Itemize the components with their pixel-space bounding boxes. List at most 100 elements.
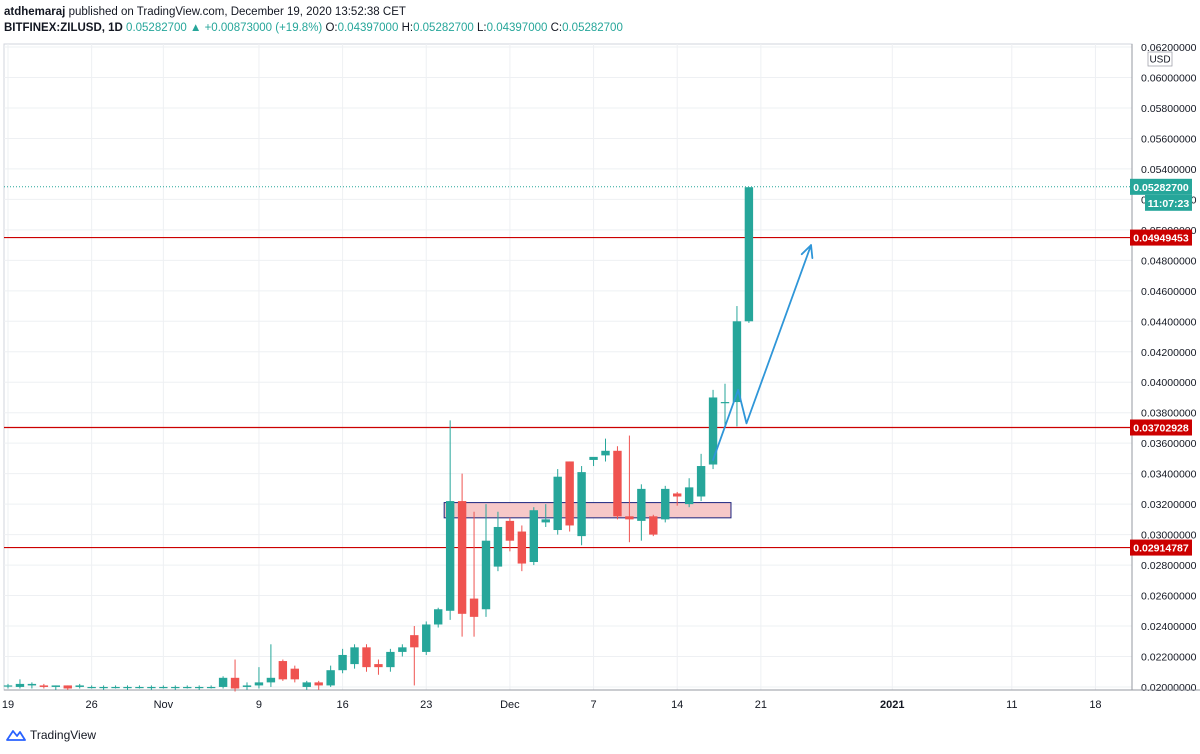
candle-body: [613, 450, 622, 517]
y-tick-label: 0.06200000: [1141, 42, 1197, 54]
candle: [529, 507, 538, 566]
projection-arrowhead: [800, 244, 814, 259]
candle-body: [505, 520, 515, 541]
candle: [637, 484, 646, 541]
candle: [206, 685, 216, 689]
candle-body: [637, 488, 646, 521]
candle-body: [422, 624, 431, 652]
candle: [159, 685, 168, 689]
candle-body: [493, 526, 503, 567]
candle-body: [87, 686, 96, 689]
candle: [732, 306, 742, 427]
candle-body: [75, 685, 84, 687]
open-value: 0.04397000: [337, 22, 399, 34]
candle-body: [242, 685, 252, 687]
y-tick-label: 0.04800000: [1141, 255, 1197, 267]
candle-body: [673, 493, 682, 497]
candle: [625, 435, 634, 543]
candle: [493, 511, 503, 572]
candle: [696, 453, 706, 502]
candle-body: [63, 685, 72, 689]
tradingview-logo-icon[interactable]: [6, 728, 26, 742]
y-tick-label: 0.04600000: [1141, 286, 1197, 298]
candle: [649, 514, 658, 537]
currency-label: USD: [1149, 55, 1170, 66]
currency-box: [1147, 51, 1173, 67]
symbol-label[interactable]: BITFINEX:ZILUSD, 1D: [4, 22, 123, 34]
candle: [135, 685, 144, 689]
candle: [684, 478, 694, 508]
x-tick-label: 9: [256, 699, 262, 711]
candle-body: [39, 685, 49, 687]
tradingview-brand[interactable]: TradingView: [30, 728, 97, 742]
y-tick-label: 0.02000000: [1141, 682, 1197, 694]
close-value: 0.05282700: [562, 22, 623, 34]
x-tick-label: 7: [590, 699, 596, 711]
candle-body: [302, 682, 311, 687]
candle-body: [481, 540, 491, 610]
countdown-bg: [1145, 194, 1192, 211]
candle: [708, 389, 718, 470]
x-tick-label: 26: [86, 699, 98, 711]
x-tick-label: 14: [671, 699, 683, 711]
published-text: published on TradingView.com, December 1…: [68, 6, 406, 18]
candle: [99, 685, 108, 690]
countdown-label: 11:07:23: [1148, 198, 1190, 210]
candle-body: [314, 682, 323, 686]
candle: [314, 680, 323, 690]
candle: [362, 644, 371, 672]
candle: [15, 679, 25, 689]
candle-body: [362, 647, 371, 668]
candle-body: [350, 647, 359, 665]
candle-body: [445, 501, 455, 611]
candle: [242, 682, 252, 690]
candle: [589, 456, 598, 467]
candle: [457, 473, 467, 637]
high-value: 0.05282700: [413, 22, 474, 34]
y-tick-label: 0.06000000: [1141, 73, 1197, 85]
x-tick-label: Dec: [500, 699, 520, 711]
level-price-tag: 0.04949453: [1133, 233, 1189, 245]
candle-body: [99, 686, 108, 689]
candle-body: [553, 476, 562, 531]
candle-body: [147, 686, 156, 689]
candle-body: [15, 683, 25, 687]
candle-body: [218, 677, 228, 687]
candle: [350, 644, 359, 669]
level-price-tag-bg: [1130, 419, 1192, 436]
author-name[interactable]: atdhemaraj: [4, 6, 66, 18]
candle-body: [206, 686, 216, 689]
candle-body: [230, 677, 240, 689]
candle-body: [434, 609, 443, 625]
candle: [302, 680, 311, 690]
candle: [517, 525, 527, 572]
candle: [422, 621, 431, 655]
y-tick-label: 0.04400000: [1141, 316, 1197, 328]
candle: [230, 659, 240, 692]
candle-body: [266, 677, 276, 683]
candle-body: [51, 685, 60, 687]
candle: [171, 685, 180, 690]
candle: [183, 685, 192, 689]
open-label: O:: [325, 22, 338, 34]
candle-body: [589, 456, 598, 460]
candle: [338, 648, 347, 674]
candle-body: [159, 686, 168, 689]
candle-body: [290, 668, 299, 680]
footer: TradingView: [6, 728, 96, 742]
candle: [410, 626, 419, 686]
y-tick-label: 0.02200000: [1141, 651, 1197, 663]
y-tick-label: 0.05800000: [1141, 103, 1197, 115]
candle: [147, 685, 156, 690]
candle: [541, 504, 550, 527]
candle: [195, 685, 204, 690]
candle-body: [171, 686, 180, 689]
candle: [218, 676, 228, 689]
chart-header: atdhemaraj published on TradingView.com,…: [4, 4, 904, 36]
y-tick-label: 0.03800000: [1141, 408, 1197, 420]
publish-info: atdhemaraj published on TradingView.com,…: [4, 4, 904, 20]
close-label: C:: [550, 22, 563, 34]
y-tick-label: 0.03000000: [1141, 530, 1197, 542]
candle: [469, 511, 479, 637]
